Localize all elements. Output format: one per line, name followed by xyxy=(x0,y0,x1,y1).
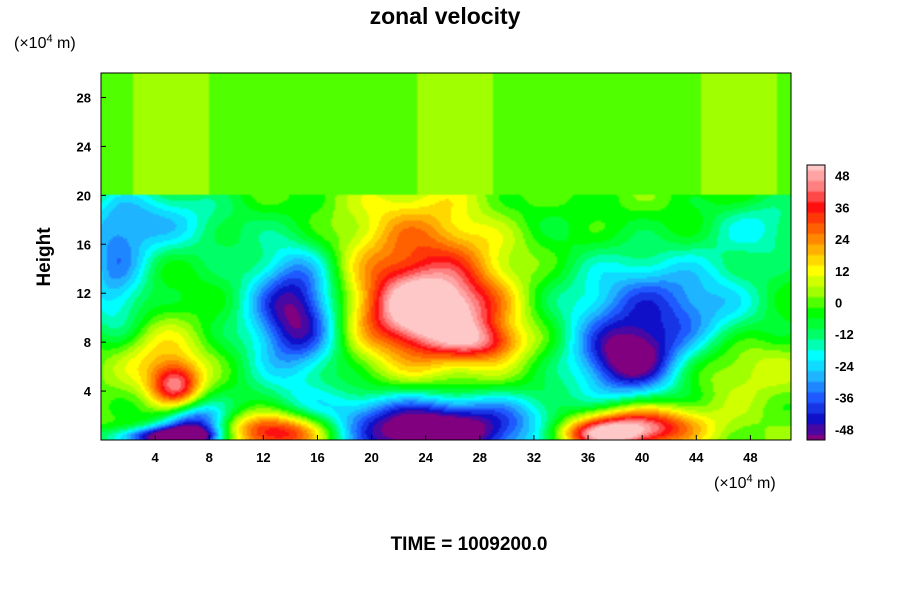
x-tick-label: 44 xyxy=(689,450,704,465)
x-tick-label: 8 xyxy=(206,450,213,465)
x-tick-label: 32 xyxy=(527,450,541,465)
y-tick-label: 16 xyxy=(77,237,91,252)
y-tick-label: 4 xyxy=(84,384,92,399)
x-tick-label: 40 xyxy=(635,450,649,465)
x-tick-label: 4 xyxy=(152,450,160,465)
chart-title: zonal velocity xyxy=(370,3,521,29)
y-tick-label: 24 xyxy=(77,139,92,154)
y-axis-label: Height xyxy=(34,227,55,287)
colorbar-tick-label: -36 xyxy=(835,391,854,406)
colorbar-tick-label: 0 xyxy=(835,296,842,311)
colorbar-tick-label: -48 xyxy=(835,422,854,437)
x-tick-label: 48 xyxy=(743,450,757,465)
colorbar-tick-label: 36 xyxy=(835,200,849,215)
colorbar-tick-label: 12 xyxy=(835,264,849,279)
x-tick-label: 36 xyxy=(581,450,595,465)
y-tick-label: 12 xyxy=(77,286,91,301)
colorbar-ticks: 48 36 24 12 0 -12 -24 -36 -48 xyxy=(835,169,855,438)
heatmap-plot-area xyxy=(100,72,792,441)
time-label: TIME = 1009200.0 xyxy=(391,534,548,555)
colorbar-tick-label: 48 xyxy=(835,169,849,184)
plot-frame xyxy=(100,72,792,441)
x-axis-ticks: 4 8 12 16 20 24 28 32 36 40 44 48 xyxy=(152,435,758,465)
y-unit-label: (×104 m) xyxy=(14,33,76,52)
colorbar-tick-label: -24 xyxy=(835,359,855,374)
colorbar-frame xyxy=(806,164,826,441)
x-unit-label: (×104 m) xyxy=(714,473,776,492)
y-axis-ticks: 4 8 12 16 20 24 28 xyxy=(77,90,106,399)
x-tick-label: 16 xyxy=(310,450,324,465)
x-tick-label: 12 xyxy=(256,450,270,465)
colorbar-tick-label: -12 xyxy=(835,327,854,342)
y-tick-label: 20 xyxy=(77,188,91,203)
heatmap-image xyxy=(101,73,791,440)
colorbar-tick-label: 24 xyxy=(835,232,850,247)
y-tick-label: 8 xyxy=(84,335,91,350)
colorbar-gradient xyxy=(807,165,825,440)
x-tick-label: 20 xyxy=(364,450,378,465)
y-tick-label: 28 xyxy=(77,90,91,105)
x-tick-label: 24 xyxy=(418,450,433,465)
x-tick-label: 28 xyxy=(473,450,487,465)
colorbar: 48 36 24 12 0 -12 -24 -36 -48 xyxy=(806,164,855,441)
